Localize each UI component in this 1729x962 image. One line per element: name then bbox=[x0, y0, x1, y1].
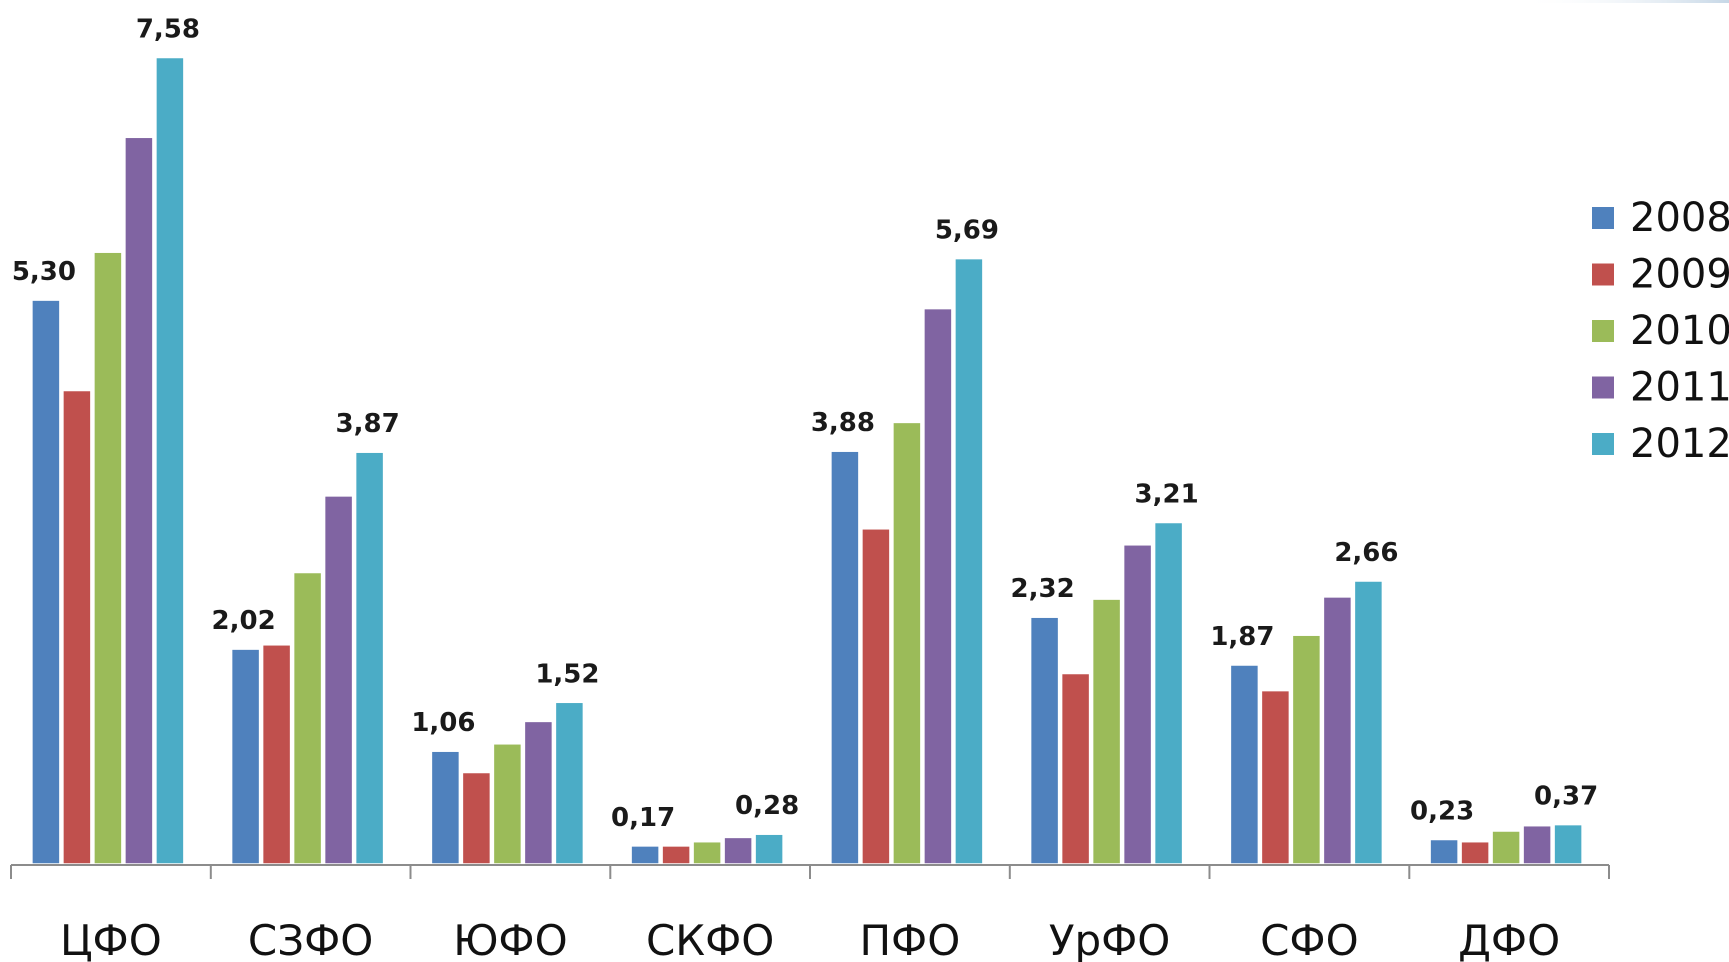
bar-СФО-2008 bbox=[1229, 664, 1260, 865]
bar-ЦФО-2011 bbox=[124, 136, 154, 865]
legend-label: 2009 bbox=[1630, 252, 1729, 298]
data-label: 0,23 bbox=[1410, 797, 1474, 827]
category-label: ПФО bbox=[859, 916, 960, 962]
x-axis: ЦФО СЗФО ЮФО СКФО ПФО УрФО СФО ДФО bbox=[10, 864, 1610, 962]
legend-label: 2012 bbox=[1630, 421, 1729, 467]
category-label: СЗФО bbox=[248, 916, 373, 962]
bar-СКФО-2011 bbox=[723, 836, 753, 865]
bar-ДФО-2008 bbox=[1429, 838, 1459, 865]
legend-label: 2011 bbox=[1630, 365, 1729, 411]
bar-СЗФО-2011 bbox=[323, 495, 354, 865]
category-label: ДФО bbox=[1458, 916, 1560, 962]
bar-СФО-2009 bbox=[1260, 689, 1291, 865]
legend-swatch-2010 bbox=[1592, 320, 1614, 342]
data-label: 3,88 bbox=[811, 408, 875, 438]
data-label: 3,21 bbox=[1135, 480, 1199, 510]
data-label: 7,58 bbox=[136, 15, 200, 45]
data-label: 5,69 bbox=[935, 216, 999, 246]
bar-СЗФО-2010 bbox=[292, 571, 323, 865]
bar-ЦФО-2012 bbox=[155, 56, 185, 865]
bar-ПФО-2009 bbox=[861, 528, 891, 865]
bar-ЮФО-2008 bbox=[430, 750, 461, 865]
bar-УрФО-2010 bbox=[1091, 598, 1122, 865]
bar-ПФО-2012 bbox=[954, 257, 984, 865]
bar-СКФО-2010 bbox=[692, 840, 722, 865]
data-label: 2,32 bbox=[1011, 574, 1075, 604]
data-label: 0,28 bbox=[735, 791, 799, 821]
legend: 2008 2009 2010 2011 2012 bbox=[1592, 195, 1729, 467]
bar-ЮФО-2010 bbox=[492, 743, 523, 865]
data-label: 2,02 bbox=[212, 606, 276, 636]
bar-СЗФО-2012 bbox=[354, 451, 385, 865]
legend-swatch-2009 bbox=[1592, 263, 1614, 286]
category-label: СКФО bbox=[646, 916, 774, 962]
bar-ПФО-2010 bbox=[892, 421, 922, 865]
bar-ЦФО-2009 bbox=[62, 389, 92, 865]
bar-СКФО-2009 bbox=[661, 845, 691, 865]
bar-ДФО-2011 bbox=[1522, 824, 1552, 865]
bar-УрФО-2008 bbox=[1029, 616, 1060, 865]
data-label: 1,52 bbox=[535, 659, 599, 689]
bar-СФО-2012 bbox=[1353, 580, 1384, 865]
category-label: ЦФО bbox=[60, 916, 162, 962]
plot-area bbox=[31, 56, 1583, 865]
legend-swatch-2012 bbox=[1592, 433, 1614, 455]
bar-СФО-2010 bbox=[1291, 634, 1322, 865]
bar-СКФО-2012 bbox=[754, 833, 784, 865]
data-labels: 5,30 7,58 2,02 3,87 1,06 1,52 0,17 0,28 3,88 5,69… bbox=[12, 15, 1598, 833]
data-label: 0,37 bbox=[1534, 782, 1598, 812]
bar-СЗФО-2009 bbox=[261, 644, 292, 865]
bar-ЮФО-2012 bbox=[554, 701, 585, 865]
corner-decoration bbox=[1520, 0, 1729, 3]
data-label: 1,87 bbox=[1210, 622, 1274, 652]
bar-ДФО-2009 bbox=[1460, 840, 1490, 865]
legend-label: 2008 bbox=[1630, 195, 1729, 241]
bar-УрФО-2011 bbox=[1122, 544, 1153, 865]
category-label: ЮФО bbox=[453, 916, 568, 962]
bar-ЮФО-2009 bbox=[461, 771, 492, 865]
category-label: СФО bbox=[1260, 916, 1359, 962]
legend-label: 2010 bbox=[1630, 308, 1729, 354]
legend-swatch-2008 bbox=[1592, 207, 1614, 229]
data-label: 2,66 bbox=[1334, 538, 1398, 568]
bar-ЦФО-2008 bbox=[31, 299, 61, 865]
bar-ЮФО-2011 bbox=[523, 720, 554, 865]
category-label: УрФО bbox=[1049, 916, 1170, 962]
bar-СЗФО-2008 bbox=[230, 648, 261, 865]
data-label: 1,06 bbox=[411, 708, 475, 738]
bar-ПФО-2011 bbox=[923, 307, 953, 865]
bar-ДФО-2010 bbox=[1491, 830, 1521, 865]
data-label: 0,17 bbox=[611, 803, 675, 833]
bar-СФО-2011 bbox=[1322, 596, 1353, 865]
bar-УрФО-2009 bbox=[1060, 672, 1091, 865]
legend-swatch-2011 bbox=[1592, 376, 1614, 399]
bar-ЦФО-2010 bbox=[93, 251, 123, 865]
bar-ДФО-2012 bbox=[1553, 823, 1583, 865]
bar-СКФО-2008 bbox=[630, 845, 660, 865]
bar-ПФО-2008 bbox=[830, 450, 860, 865]
data-label: 3,87 bbox=[336, 409, 400, 439]
bar-УрФО-2012 bbox=[1153, 521, 1184, 865]
data-label: 5,30 bbox=[12, 257, 76, 287]
